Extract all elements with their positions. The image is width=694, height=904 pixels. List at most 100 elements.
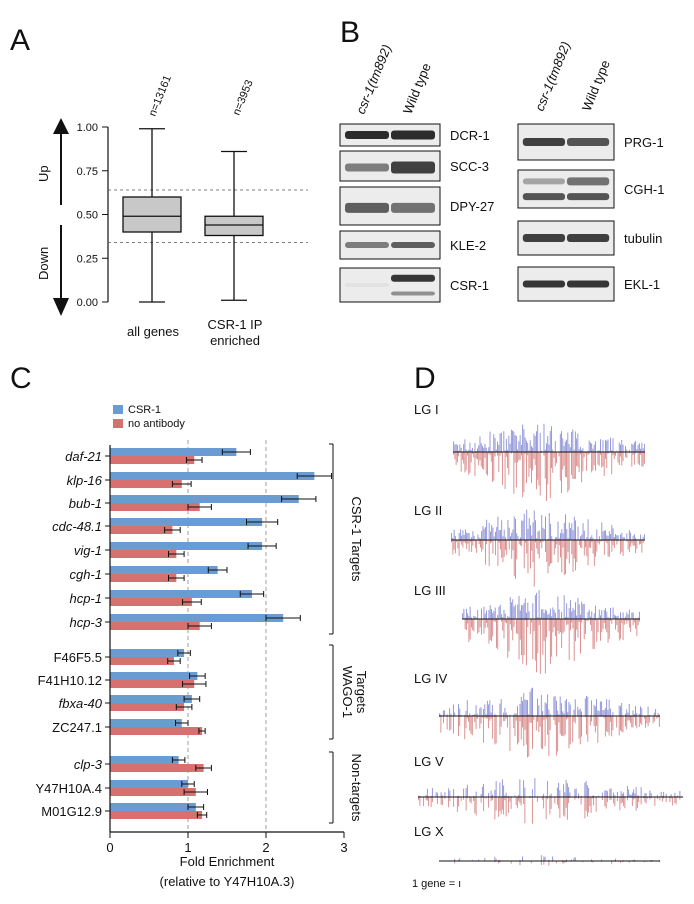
a-category-label-1: all genes bbox=[127, 324, 180, 339]
c-group-brackets: CSR-1 Targets WAGO-1 Targets Non-targets bbox=[329, 443, 369, 824]
blot-band bbox=[522, 178, 566, 185]
c-bar-csr1 bbox=[110, 719, 182, 727]
blot-label: DPY-27 bbox=[450, 199, 494, 214]
blot-band bbox=[345, 202, 389, 213]
blot-scc-3: SCC-3 bbox=[339, 150, 489, 182]
a-category-label-2a: CSR-1 IP bbox=[208, 317, 263, 332]
c-bar-noab bbox=[110, 703, 185, 711]
d-track-1: LG I bbox=[414, 402, 645, 501]
legend-swatch-noab bbox=[113, 419, 123, 428]
a-n-label-1: n=13161 bbox=[147, 74, 174, 118]
c-row-M01G12.9 bbox=[105, 803, 208, 819]
d-track-2: LG II bbox=[414, 503, 645, 587]
c-bar-csr1 bbox=[110, 542, 263, 550]
blot-band bbox=[391, 161, 435, 174]
blot-dpy-27: DPY-27 bbox=[339, 186, 494, 226]
blot-kle-2: KLE-2 bbox=[339, 230, 486, 260]
d-track-label: LG I bbox=[414, 402, 439, 417]
c-row-daf-21 bbox=[105, 448, 251, 464]
blot-frame bbox=[339, 123, 441, 147]
a-box-1 bbox=[122, 128, 182, 303]
c-row-Y47H10A.4 bbox=[105, 780, 208, 796]
c-bar-noab bbox=[110, 680, 195, 688]
blot-band bbox=[522, 193, 566, 201]
panel-b-blots: csr-1(tm892) Wild type csr-1(tm892) Wild… bbox=[339, 39, 664, 303]
panel-letter-d: D bbox=[414, 362, 436, 395]
blot-band bbox=[391, 291, 435, 296]
c-row-cdc-48.1 bbox=[105, 518, 279, 534]
blot-band bbox=[345, 242, 389, 248]
b-lane-label-left-1: csr-1(tm892) bbox=[353, 42, 394, 116]
c-bar-noab bbox=[110, 456, 195, 464]
blot-band bbox=[566, 280, 610, 288]
c-bar-noab bbox=[110, 480, 182, 488]
blot-band bbox=[345, 131, 389, 139]
c-bar-noab bbox=[110, 550, 177, 558]
c-bar-csr1 bbox=[110, 803, 196, 811]
d-track-5: LG V bbox=[414, 754, 683, 824]
c-gene-labels: daf-21 klp-16 bub-1 cdc-48.1 vig-1 cgh-1 hcp-1… bbox=[36, 449, 103, 819]
d-track-plots: LG I LG II LG III LG IV LG V LG X bbox=[414, 402, 683, 866]
b-lane-label-left-2: Wild type bbox=[400, 61, 434, 116]
c-row-fbxa-40 bbox=[105, 695, 201, 711]
a-y-ticks: 1.00 0.75 0.50 0.25 0.00 bbox=[77, 122, 108, 309]
c-bar-noab bbox=[110, 622, 200, 630]
blot-label: tubulin bbox=[624, 231, 662, 246]
a-box-2 bbox=[204, 150, 264, 301]
panel-d-tracks: LG I LG II LG III LG IV LG V LG X 1 gene = ı bbox=[412, 402, 683, 890]
d-track-3: LG III bbox=[414, 583, 640, 674]
a-y-tick-label: 0.50 bbox=[77, 210, 98, 222]
c-row-hcp-1 bbox=[105, 590, 265, 606]
blot-band bbox=[566, 177, 610, 186]
c-row-vig-1 bbox=[105, 542, 277, 558]
blot-frame bbox=[517, 169, 615, 209]
blot-label: SCC-3 bbox=[450, 159, 489, 174]
a-box-iqr bbox=[204, 215, 264, 237]
c-group-label-wago1-b: Targets bbox=[354, 671, 369, 714]
a-y-tick-label: 1.00 bbox=[77, 122, 98, 134]
c-bar-noab bbox=[110, 598, 192, 606]
a-category-label-2b: enriched bbox=[210, 333, 260, 348]
a-y-tick-label: 0.75 bbox=[77, 166, 98, 178]
panel-letter-c: C bbox=[10, 362, 32, 395]
c-gene-label: clp-3 bbox=[74, 757, 103, 772]
c-bar-noab bbox=[110, 574, 177, 582]
c-gene-label: cdc-48.1 bbox=[52, 519, 102, 534]
up-label: Up bbox=[36, 165, 51, 182]
c-x-ticks: 0 1 2 3 bbox=[106, 832, 348, 855]
d-track-label: LG X bbox=[414, 824, 444, 839]
blot-prg-1: PRG-1 bbox=[517, 123, 664, 161]
blot-label: CGH-1 bbox=[624, 182, 664, 197]
c-gene-label: Y47H10A.4 bbox=[36, 781, 103, 796]
blot-band bbox=[391, 202, 435, 213]
blot-label: EKL-1 bbox=[624, 277, 660, 292]
c-bar-noab bbox=[110, 811, 203, 819]
c-x-axis-subtitle: (relative to Y47H10A.3) bbox=[160, 874, 295, 889]
blot-csr-1: CSR-1 bbox=[339, 267, 489, 303]
c-group-label-wago1-a: WAGO-1 bbox=[340, 666, 355, 718]
c-bar-csr1 bbox=[110, 695, 192, 703]
c-bar-csr1 bbox=[110, 472, 315, 480]
b-lane-label-right-2: Wild type bbox=[579, 58, 613, 113]
blot-dcr-1: DCR-1 bbox=[339, 123, 490, 147]
c-bar-csr1 bbox=[110, 614, 284, 622]
a-y-tick-label: 0.00 bbox=[77, 297, 98, 309]
panel-letter-a: A bbox=[10, 24, 30, 57]
c-gene-label: fbxa-40 bbox=[59, 696, 103, 711]
d-track-label: LG V bbox=[414, 754, 444, 769]
c-row-F46F5.5 bbox=[105, 649, 191, 665]
c-row-ZC247.1 bbox=[105, 719, 206, 735]
a-box-iqr bbox=[122, 196, 182, 233]
b-lane-label-right-1: csr-1(tm892) bbox=[532, 39, 573, 113]
a-boxes bbox=[122, 128, 264, 303]
blot-band bbox=[522, 234, 566, 242]
d-track-label: LG III bbox=[414, 583, 446, 598]
blot-frame bbox=[339, 267, 441, 303]
c-gene-label: cgh-1 bbox=[69, 567, 102, 582]
c-gene-label: bub-1 bbox=[69, 496, 102, 511]
down-arrow-head bbox=[53, 298, 69, 316]
c-x-tick-label: 3 bbox=[340, 840, 347, 855]
c-gene-label: F41H10.12 bbox=[38, 673, 102, 688]
c-x-tick-label: 1 bbox=[184, 840, 191, 855]
